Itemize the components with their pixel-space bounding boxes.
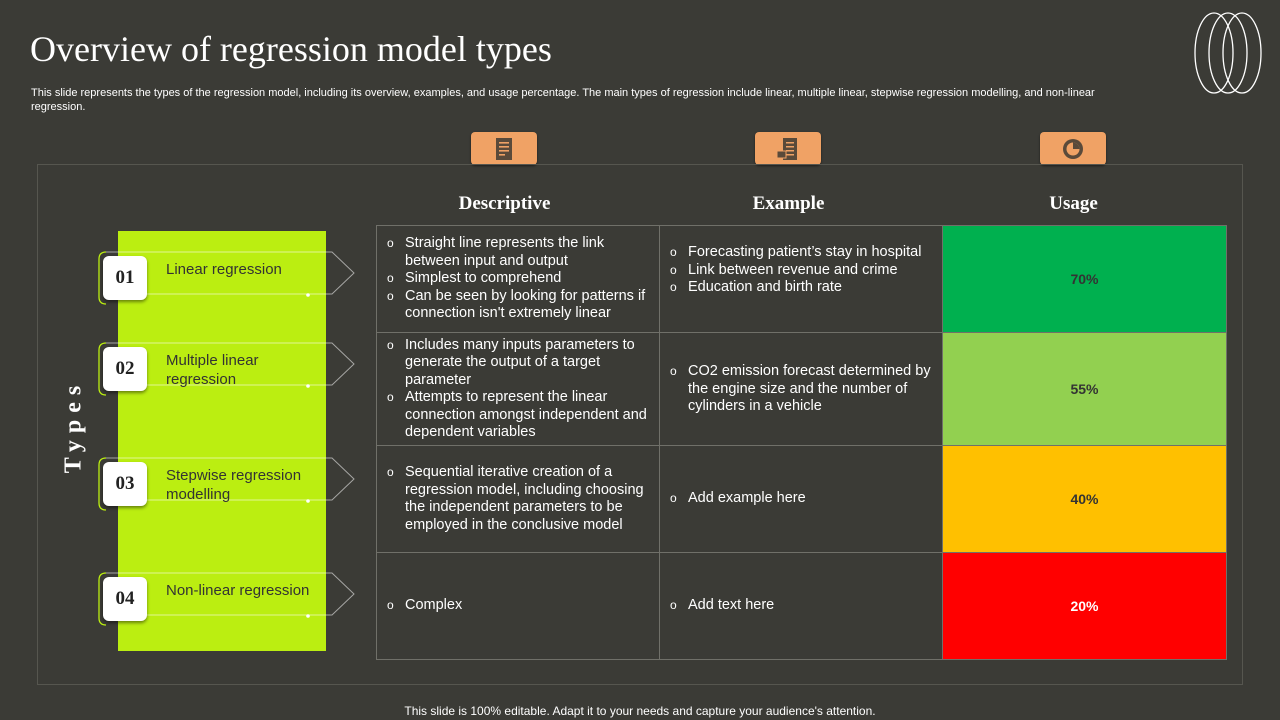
table-row: Straight line represents the link betwee…	[376, 225, 1227, 333]
list-item: Straight line represents the link betwee…	[387, 235, 651, 270]
spreadsheet-icon	[776, 138, 797, 160]
slide-footer: This slide is 100% editable. Adapt it to…	[404, 704, 876, 718]
list-item: Link between revenue and crime	[670, 262, 934, 280]
list-item: Can be seen by looking for patterns if c…	[387, 288, 651, 323]
type-item-arrow-outline	[98, 342, 355, 396]
header-icon-example	[755, 132, 821, 165]
slide-title: Overview of regression model types	[30, 29, 552, 69]
descriptive-cell: Straight line represents the link betwee…	[376, 225, 660, 333]
header-icon-usage	[1040, 132, 1106, 165]
type-label: Linear regression	[166, 261, 282, 278]
pie-chart-icon	[1063, 139, 1083, 159]
example-cell: Add example here	[659, 445, 943, 553]
list-item: Sequential iterative creation of a regre…	[387, 464, 651, 534]
usage-cell: 20%	[942, 552, 1227, 660]
type-item-multiple-linear: 02 Multiple linear regression	[98, 342, 358, 398]
document-icon	[496, 138, 512, 160]
rings-logo-icon	[1194, 12, 1262, 94]
type-number-badge: 04	[103, 577, 147, 621]
list-item: Add example here	[670, 490, 934, 508]
type-item-arrow-outline	[98, 251, 355, 305]
column-header-example: Example	[752, 193, 825, 214]
list-item: Includes many inputs parameters to gener…	[387, 337, 651, 390]
descriptive-cell: Includes many inputs parameters to gener…	[376, 332, 660, 446]
slide-subtitle: This slide represents the types of the r…	[31, 87, 1095, 113]
type-label: Non-linear regression	[166, 582, 310, 599]
list-item: Forecasting patient’s stay in hospital	[670, 244, 934, 262]
list-item: CO2 emission forecast determined by the …	[670, 363, 934, 416]
types-green-bar	[118, 231, 326, 651]
list-item: Simplest to comprehend	[387, 270, 651, 288]
type-number-badge: 03	[103, 462, 147, 506]
type-number-badge: 02	[103, 347, 147, 391]
list-item: Add text here	[670, 597, 934, 615]
content-frame	[37, 164, 1243, 685]
header-icon-descriptive	[471, 132, 537, 165]
type-label: Stepwise regression modelling	[166, 467, 302, 503]
list-item: Attempts to represent the linear connect…	[387, 389, 651, 442]
usage-cell: 40%	[942, 445, 1227, 553]
regression-table: Straight line represents the link betwee…	[376, 225, 1227, 660]
type-item-non-linear: 04 Non-linear regression	[98, 572, 358, 628]
table-row: Sequential iterative creation of a regre…	[376, 445, 1227, 553]
type-item-arrow-outline	[98, 572, 355, 626]
usage-cell: 70%	[942, 225, 1227, 333]
type-number-badge: 01	[103, 256, 147, 300]
type-item-arrow-outline	[98, 457, 355, 511]
usage-cell: 55%	[942, 332, 1227, 446]
example-cell: CO2 emission forecast determined by the …	[659, 332, 943, 446]
type-label: Multiple linear regression	[166, 352, 259, 388]
list-item: Complex	[387, 597, 651, 615]
example-cell: Add text here	[659, 552, 943, 660]
types-side-label: Types	[60, 378, 87, 474]
list-item: Education and birth rate	[670, 279, 934, 297]
column-header-descriptive: Descriptive	[458, 193, 551, 214]
type-item-stepwise: 03 Stepwise regression modelling	[98, 457, 358, 513]
type-item-linear: 01 Linear regression	[98, 251, 358, 307]
descriptive-cell: Complex	[376, 552, 660, 660]
example-cell: Forecasting patient’s stay in hospital L…	[659, 225, 943, 333]
descriptive-cell: Sequential iterative creation of a regre…	[376, 445, 660, 553]
table-row: Complex Add text here 20%	[376, 552, 1227, 660]
table-row: Includes many inputs parameters to gener…	[376, 332, 1227, 446]
column-header-usage: Usage	[1049, 193, 1098, 214]
